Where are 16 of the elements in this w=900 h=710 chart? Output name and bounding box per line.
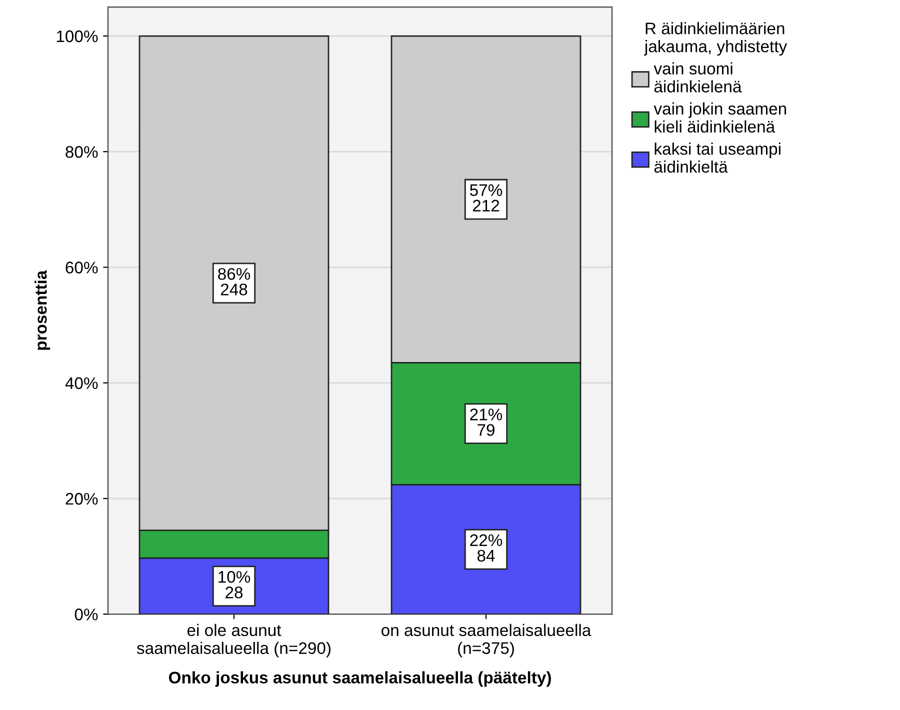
- data-label: 10% 28: [218, 571, 250, 598]
- x-axis-title: Onko joskus asunut saamelaisalueella (päätelty): [168, 671, 551, 687]
- y-axis-title: prosenttia: [34, 270, 50, 350]
- data-label: 22% 84: [470, 534, 502, 562]
- data-label: 86% 248: [218, 268, 250, 296]
- y-tick-label: 80%: [66, 146, 98, 158]
- y-tick-label: 20%: [66, 492, 98, 505]
- y-tick-label: 100%: [56, 30, 98, 42]
- data-label: 21% 79: [470, 408, 502, 436]
- legend-label: kaksi tai useampi äidinkieltä: [654, 142, 780, 173]
- y-tick-label: 0%: [74, 608, 98, 620]
- x-tick-label: ei ole asunut saamelaisalueella (n=290): [136, 624, 330, 658]
- y-tick-label: 40%: [65, 377, 98, 390]
- y-tick-label: 60%: [66, 262, 98, 274]
- data-label: 57% 212: [470, 184, 502, 212]
- x-tick-label: on asunut saamelaisalueella (n=375): [382, 624, 592, 658]
